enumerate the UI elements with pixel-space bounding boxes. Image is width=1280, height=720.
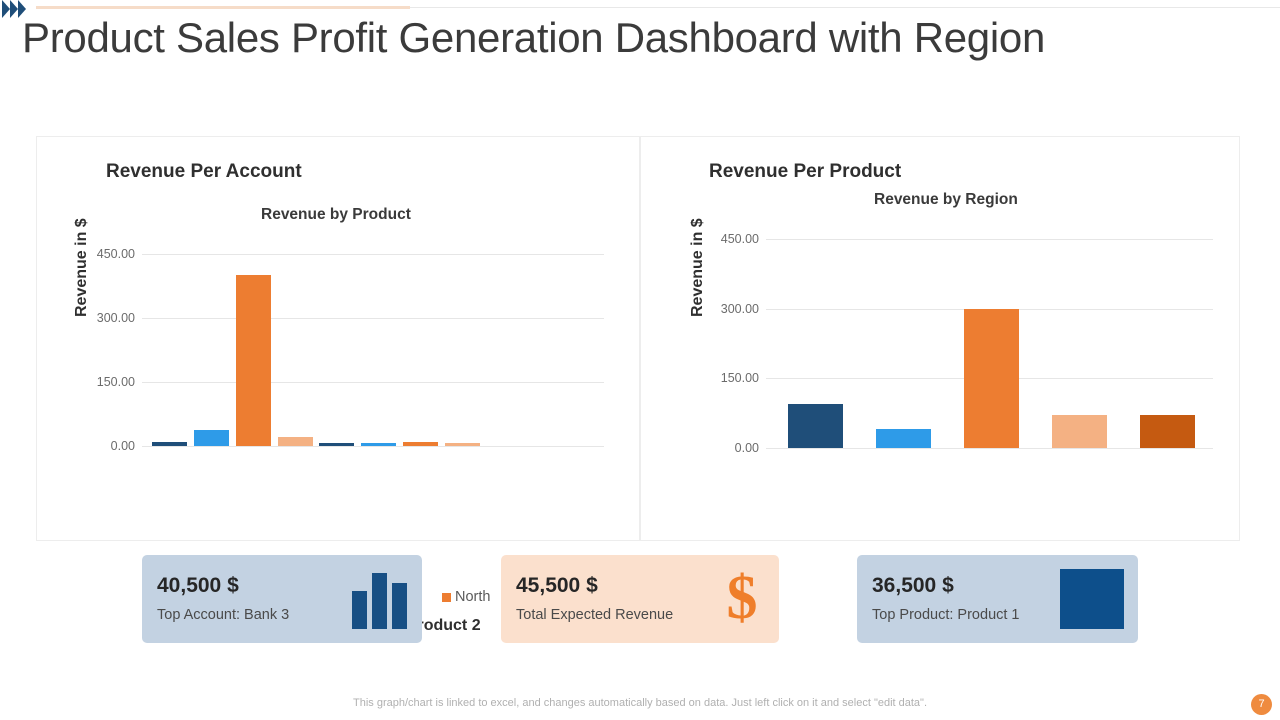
bar [445, 442, 480, 446]
gridline [766, 448, 1213, 449]
panel-heading: Revenue Per Product [709, 161, 902, 182]
kpi-card-top-account[interactable]: 40,500 $ Top Account: Bank 3 [142, 555, 422, 643]
bar [319, 442, 354, 446]
gridline [142, 317, 604, 319]
dollar-sign-icon: $ [726, 564, 758, 632]
panel-heading: Revenue Per Account [106, 161, 302, 182]
chevron-right-icon [18, 0, 26, 18]
kpi-value: 36,500 $ [872, 574, 954, 597]
y-tick-label: 150.00 [720, 371, 759, 386]
chart-title: Revenue by Product [261, 206, 411, 223]
footer-note: This graph/chart is linked to excel, and… [352, 697, 928, 709]
revenue-per-product-panel: Revenue Per Product Revenue by Region Re… [640, 136, 1240, 541]
top-rule-accent [36, 6, 410, 9]
kpi-caption: Total Expected Revenue [516, 607, 674, 623]
legend-swatch [441, 592, 451, 602]
kpi-card-top-product[interactable]: 36,500 $ Top Product: Product 1 [857, 555, 1138, 643]
bar-group-left [142, 254, 604, 446]
kpi-caption: Top Product: Product 1 [872, 607, 1020, 623]
gridline [142, 381, 604, 383]
y-axis-label: Revenue in $ [689, 218, 706, 317]
solid-square-icon [1060, 569, 1124, 629]
gridline [142, 254, 604, 255]
chevron-right-icon [10, 0, 18, 18]
y-tick-label: 300.00 [96, 310, 135, 325]
bar [236, 275, 271, 446]
legend-label: North [454, 589, 491, 605]
y-tick-label: 0.00 [734, 441, 759, 455]
page-number-badge: 7 [1251, 694, 1272, 715]
bar-chart-icon [352, 569, 408, 629]
chevron-arrows-icon [2, 0, 26, 18]
bar [788, 403, 843, 448]
bar [361, 442, 396, 446]
y-tick-label: 450.00 [720, 232, 759, 246]
y-axis-label: Revenue in $ [73, 218, 90, 317]
page-title: Product Sales Profit Generation Dashboar… [22, 14, 1046, 61]
plot-area-left: 450.00 300.00 150.00 0.00 [97, 247, 604, 453]
y-tick-label: 150.00 [96, 374, 135, 389]
category-label: Product 2 [406, 617, 481, 634]
bar [1140, 414, 1195, 448]
legend-item: North [441, 589, 491, 605]
gridline [766, 239, 1213, 240]
bar [278, 437, 313, 446]
kpi-value: 45,500 $ [516, 574, 598, 597]
kpi-value: 40,500 $ [157, 574, 239, 597]
gridline [142, 446, 604, 447]
y-tick-label: 450.00 [96, 247, 135, 261]
bar [403, 442, 438, 446]
top-rule-light [410, 7, 1280, 8]
y-tick-label: 0.00 [110, 439, 135, 453]
plot-area-right: 450.00 300.00 150.00 0.00 [721, 232, 1213, 455]
revenue-per-account-panel: Revenue Per Account Revenue by Product R… [36, 136, 640, 634]
chart-title: Revenue by Region [874, 191, 1018, 208]
bar [876, 428, 931, 448]
chevron-right-icon [2, 0, 10, 18]
bar [152, 441, 187, 446]
bar [1052, 414, 1107, 448]
kpi-card-total-revenue[interactable]: 45,500 $ Total Expected Revenue $ [501, 555, 779, 643]
bar-group-right [766, 239, 1213, 448]
bar [964, 308, 1019, 448]
kpi-caption: Top Account: Bank 3 [157, 607, 290, 623]
y-tick-label: 300.00 [720, 301, 759, 316]
top-rule [0, 6, 1280, 9]
bar [194, 429, 229, 446]
